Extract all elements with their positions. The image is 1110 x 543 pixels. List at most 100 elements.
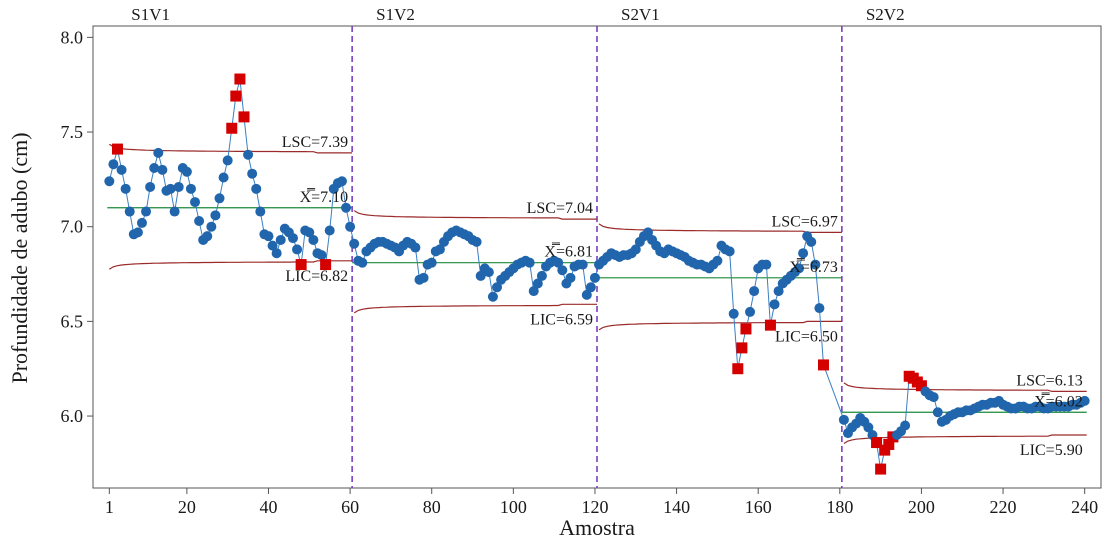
center-label: X̿=7.10 (300, 187, 349, 206)
data-point (769, 299, 780, 310)
data-point (749, 286, 760, 297)
out-of-control-point (764, 319, 776, 331)
x-tick-label: 200 (908, 497, 935, 517)
out-of-control-point (111, 143, 123, 155)
x-tick-label: 220 (990, 497, 1017, 517)
data-point (194, 216, 205, 227)
center-label: X̿=6.02 (1034, 391, 1083, 410)
data-point (630, 244, 641, 255)
center-label: X̿=6.81 (544, 242, 593, 261)
data-point (471, 236, 482, 247)
y-tick-label: 8.0 (61, 27, 84, 47)
data-point (349, 238, 360, 249)
data-point (900, 420, 911, 431)
data-point (426, 257, 437, 268)
data-point (108, 159, 119, 170)
data-point (251, 183, 262, 194)
stage-label: S1V1 (131, 5, 170, 24)
data-point (483, 267, 494, 278)
lcl-label: LIC=6.82 (285, 268, 348, 285)
data-point (524, 257, 535, 268)
data-points (104, 73, 1090, 475)
y-tick-label: 7.0 (61, 217, 84, 237)
x-tick-label: 240 (1071, 497, 1098, 517)
center-label: X̿=6.73 (789, 257, 838, 276)
data-point (643, 227, 654, 238)
data-point (798, 248, 809, 259)
lower-control-limit (353, 303, 597, 314)
data-point (214, 193, 225, 204)
data-point (173, 181, 184, 192)
data-point (838, 414, 849, 425)
data-point (589, 272, 600, 283)
x-tick-label: 180 (826, 497, 853, 517)
y-tick-label: 6.0 (61, 406, 84, 426)
out-of-control-point (230, 90, 242, 102)
out-of-control-point (736, 342, 748, 354)
upper-control-limit (108, 143, 353, 154)
out-of-control-point (234, 73, 246, 85)
data-point (745, 306, 756, 317)
out-of-control-point (295, 259, 307, 271)
data-point (104, 176, 115, 187)
lcl-label: LIC=5.90 (1020, 442, 1083, 459)
out-of-control-point (740, 323, 752, 335)
data-point (863, 422, 874, 433)
out-of-control-point (817, 359, 829, 371)
ucl-label: LSC=6.13 (1016, 372, 1082, 389)
data-point (341, 202, 352, 213)
data-point (157, 164, 168, 175)
lower-control-limit (843, 434, 1087, 445)
axes: 1 20 40 60 80 100 120 140 160 180 200 220 2406.06.57… (61, 27, 1099, 517)
data-point (222, 155, 233, 166)
data-point (206, 221, 217, 232)
data-point (271, 248, 282, 259)
data-point (255, 206, 266, 217)
data-point (724, 246, 735, 257)
x-axis-title: Amostra (559, 515, 635, 540)
data-point (275, 234, 286, 245)
stage-label: S1V2 (376, 5, 415, 24)
data-point (202, 231, 213, 242)
data-point (492, 282, 503, 293)
data-point (243, 149, 254, 160)
data-point (532, 278, 543, 289)
data-point (475, 270, 486, 281)
data-point (773, 286, 784, 297)
data-point (487, 291, 498, 302)
x-tick-label: 160 (745, 497, 772, 517)
y-tick-label: 6.5 (61, 311, 84, 331)
out-of-control-point (875, 463, 887, 475)
data-point (418, 272, 429, 283)
data-point (345, 221, 356, 232)
data-point (810, 259, 821, 270)
data-point (141, 206, 152, 217)
data-point (712, 255, 723, 266)
out-of-control-point (915, 380, 927, 392)
out-of-control-point (879, 444, 891, 456)
data-point (1079, 395, 1090, 406)
data-point (932, 407, 943, 418)
data-point (814, 303, 825, 314)
ucl-label: LSC=7.04 (527, 200, 593, 217)
out-of-control-point (883, 438, 895, 450)
stage-label: S2V1 (621, 5, 660, 24)
out-of-control-point (732, 363, 744, 375)
data-point (553, 257, 564, 268)
data-point (410, 242, 421, 253)
stage-dividers (351, 26, 843, 488)
data-point (528, 286, 539, 297)
ucl-label: LSC=7.39 (282, 134, 348, 151)
data-point (153, 147, 164, 158)
data-point (165, 183, 176, 194)
upper-control-limit (843, 382, 1087, 392)
data-point (210, 210, 221, 221)
data-point (581, 289, 592, 300)
x-tick-label: 60 (341, 497, 359, 517)
x-tick-label: 1 (105, 497, 114, 517)
data-point (357, 257, 368, 268)
data-point (116, 164, 127, 175)
data-point (292, 244, 303, 255)
data-point (185, 183, 196, 194)
